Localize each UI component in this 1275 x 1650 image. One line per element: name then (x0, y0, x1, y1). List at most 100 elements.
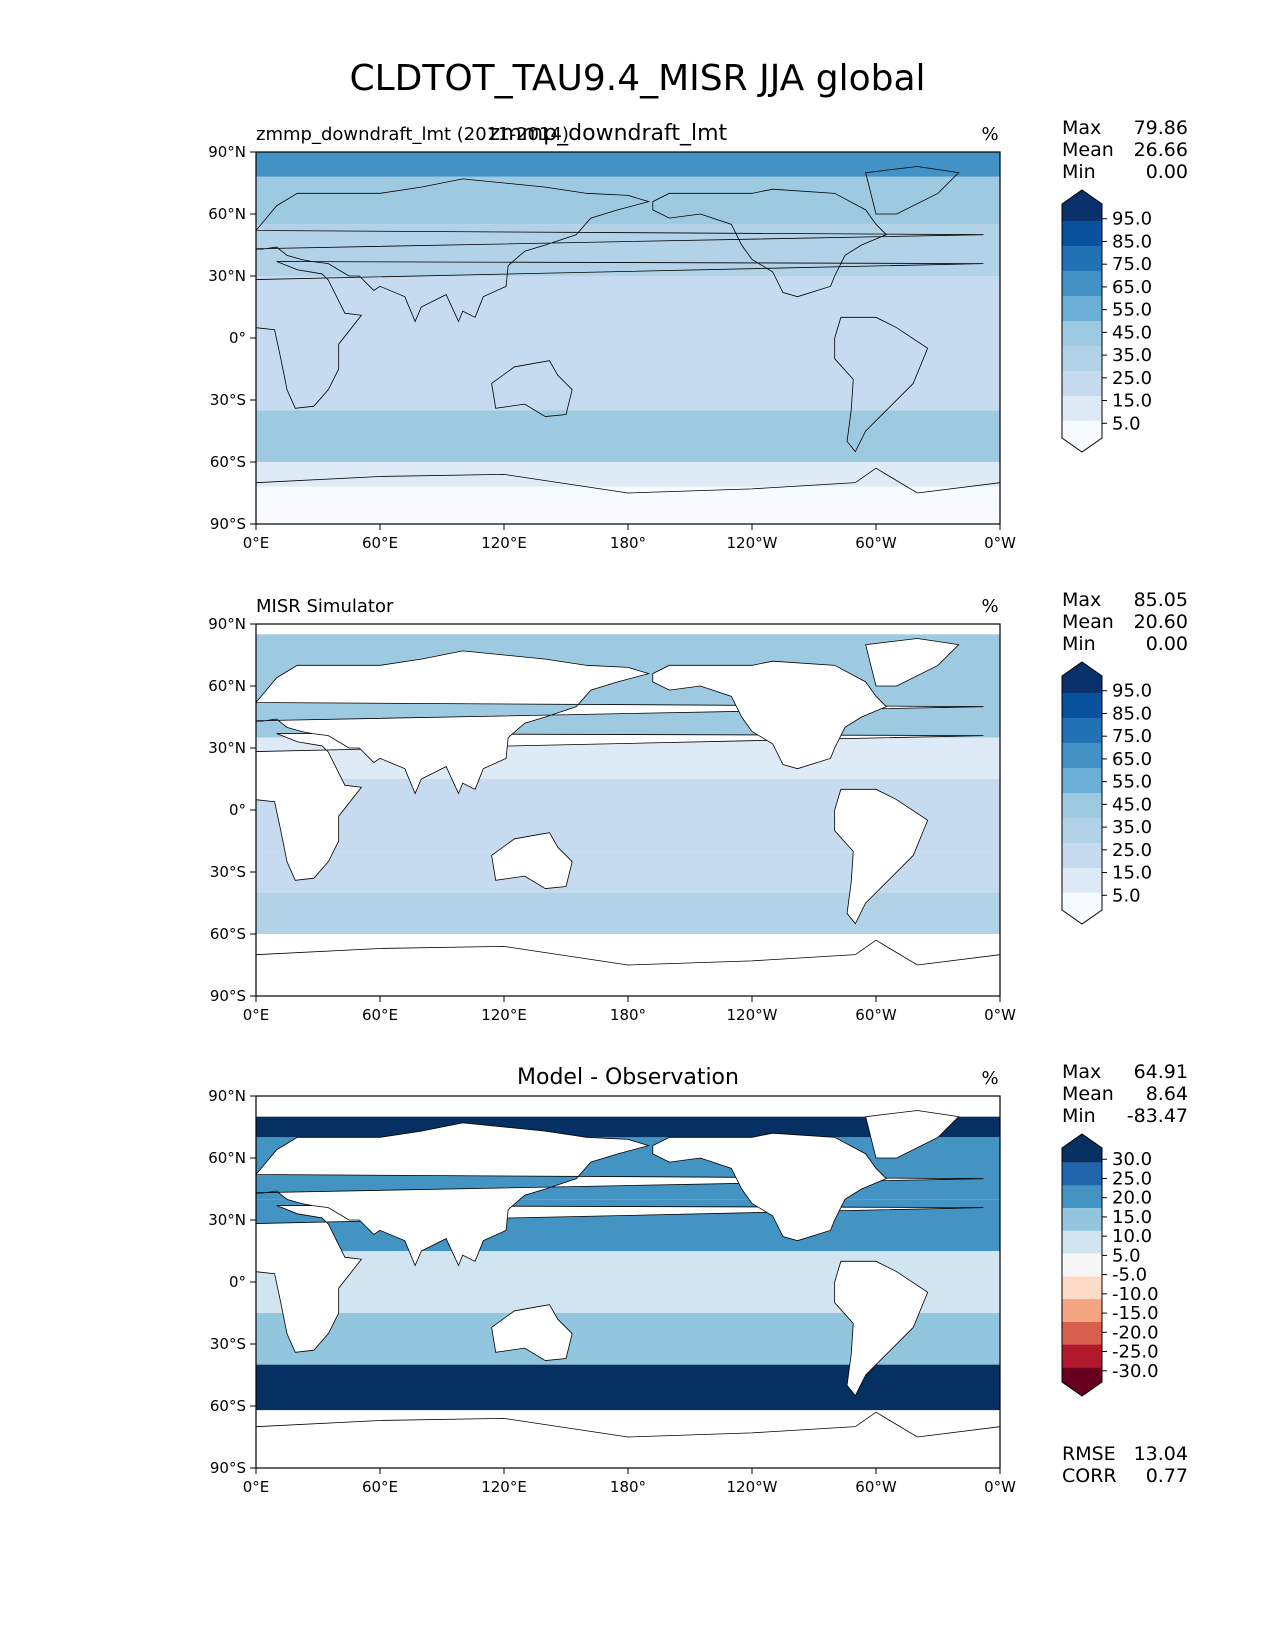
field-band (256, 176, 1000, 225)
metric-label: RMSE (1062, 1443, 1116, 1465)
x-tick-label: 60°E (362, 534, 398, 552)
colorbar-segment (1062, 768, 1102, 793)
field-bands (256, 152, 1000, 524)
colorbar-segment (1062, 1299, 1102, 1322)
colorbar: 95.085.075.065.055.045.035.025.015.05.0 (1061, 661, 1152, 925)
colorbar-label: 30.0 (1112, 1149, 1152, 1170)
colorbar-label: 25.0 (1112, 1168, 1152, 1189)
colorbar-segment (1062, 793, 1102, 818)
field-band (256, 307, 1000, 369)
colorbar-label: 25.0 (1112, 368, 1152, 389)
field-band (256, 369, 1000, 411)
x-tick-label: 0°W (984, 534, 1016, 552)
stat-value: 8.64 (1146, 1083, 1188, 1105)
coastline (865, 638, 960, 687)
x-tick-label: 0°E (243, 1006, 270, 1024)
metric-label: CORR (1062, 1465, 1117, 1487)
stat-label: Min (1062, 1105, 1096, 1127)
panel-units: % (981, 1068, 998, 1089)
colorbar-label: 85.0 (1112, 231, 1152, 252)
stat-value: 0.00 (1146, 161, 1188, 183)
coastline (256, 650, 984, 795)
coastline (834, 1260, 929, 1397)
colorbar-label: 5.0 (1112, 885, 1141, 906)
x-tick-label: 180° (610, 1006, 646, 1024)
panel-units: % (981, 596, 998, 617)
coastline (652, 1132, 888, 1242)
colorbar-segment (1062, 421, 1102, 452)
coastline (491, 1304, 573, 1361)
coastline (834, 788, 929, 925)
metric-value: 0.77 (1146, 1465, 1188, 1487)
x-tick-label: 180° (610, 534, 646, 552)
colorbar-segment (1062, 190, 1102, 221)
colorbar-segment (1062, 1162, 1102, 1186)
panel-title-left: MISR Simulator (256, 596, 394, 617)
y-tick-label: 90°N (208, 143, 246, 161)
coastline (491, 360, 573, 417)
stat-label: Max (1062, 589, 1101, 611)
field-band (256, 486, 1000, 524)
colorbar-segment (1062, 818, 1102, 843)
colorbar-label: 15.0 (1112, 1207, 1152, 1228)
coastline (256, 261, 984, 409)
colorbar-label: -10.0 (1112, 1284, 1159, 1305)
stat-value: 20.60 (1134, 611, 1188, 633)
map-panel-reference: 0°E 60°E 120°E 180° 120°W 60°W 0°W 90°N 60°N 30°N… (208, 589, 1188, 1024)
panel-units: % (981, 124, 998, 145)
y-tick-label: 0° (229, 329, 246, 347)
x-tick-label: 180° (610, 1478, 646, 1496)
colorbar-segment (1062, 662, 1102, 693)
y-tick-label: 90°S (210, 515, 246, 533)
x-tick-label: 120°W (727, 1006, 778, 1024)
field-band (256, 462, 1000, 487)
field-band (256, 1364, 1000, 1411)
coastline (256, 467, 1000, 524)
colorbar-segment (1062, 1321, 1102, 1345)
field-band (256, 152, 1000, 177)
y-tick-label: 90°S (210, 987, 246, 1005)
colorbar-segment (1062, 1367, 1102, 1396)
colorbar-segment (1062, 893, 1102, 924)
y-tick-label: 30°N (208, 739, 246, 757)
stat-label: Max (1062, 1061, 1101, 1083)
stat-value: 79.86 (1134, 117, 1188, 139)
colorbar-segment (1062, 221, 1102, 246)
colorbar-label: 95.0 (1112, 209, 1152, 230)
colorbar-segment (1062, 371, 1102, 396)
panel-title-left: zmmp_downdraft_lmt (2011-2014) (256, 124, 569, 145)
colorbar-segment (1062, 1276, 1102, 1300)
colorbar-label: 45.0 (1112, 322, 1152, 343)
coastline (256, 939, 1000, 996)
colorbar-label: -20.0 (1112, 1322, 1159, 1343)
page-title: CLDTOT_TAU9.4_MISR JJA global (349, 58, 926, 99)
colorbar-label: 45.0 (1112, 794, 1152, 815)
y-tick-label: 60°S (210, 925, 246, 943)
coastline (256, 1122, 984, 1267)
colorbar-label: -15.0 (1112, 1303, 1159, 1324)
stat-value: 85.05 (1134, 589, 1188, 611)
stat-label: Mean (1062, 139, 1114, 161)
panel-title-center: Model - Observation (517, 1065, 739, 1090)
colorbar-segment (1062, 1253, 1102, 1277)
colorbar-label: 55.0 (1112, 772, 1152, 793)
stat-value: 26.66 (1134, 139, 1188, 161)
colorbar-segment (1062, 868, 1102, 893)
stat-label: Min (1062, 161, 1096, 183)
colorbar-outline (1061, 1133, 1103, 1397)
y-tick-label: 90°N (208, 1087, 246, 1105)
coastline (256, 178, 984, 323)
colorbar-segment (1062, 1134, 1102, 1163)
colorbar-label: -25.0 (1112, 1342, 1159, 1363)
stat-label: Mean (1062, 1083, 1114, 1105)
field-band (256, 224, 1000, 276)
x-tick-label: 0°W (984, 1006, 1016, 1024)
y-tick-label: 60°N (208, 205, 246, 223)
colorbar-segment (1062, 718, 1102, 743)
stat-value: -83.47 (1127, 1105, 1188, 1127)
colorbar-label: 65.0 (1112, 277, 1152, 298)
colorbar-segment (1062, 271, 1102, 296)
coastline (256, 1411, 1000, 1468)
colorbar-label: 35.0 (1112, 345, 1152, 366)
